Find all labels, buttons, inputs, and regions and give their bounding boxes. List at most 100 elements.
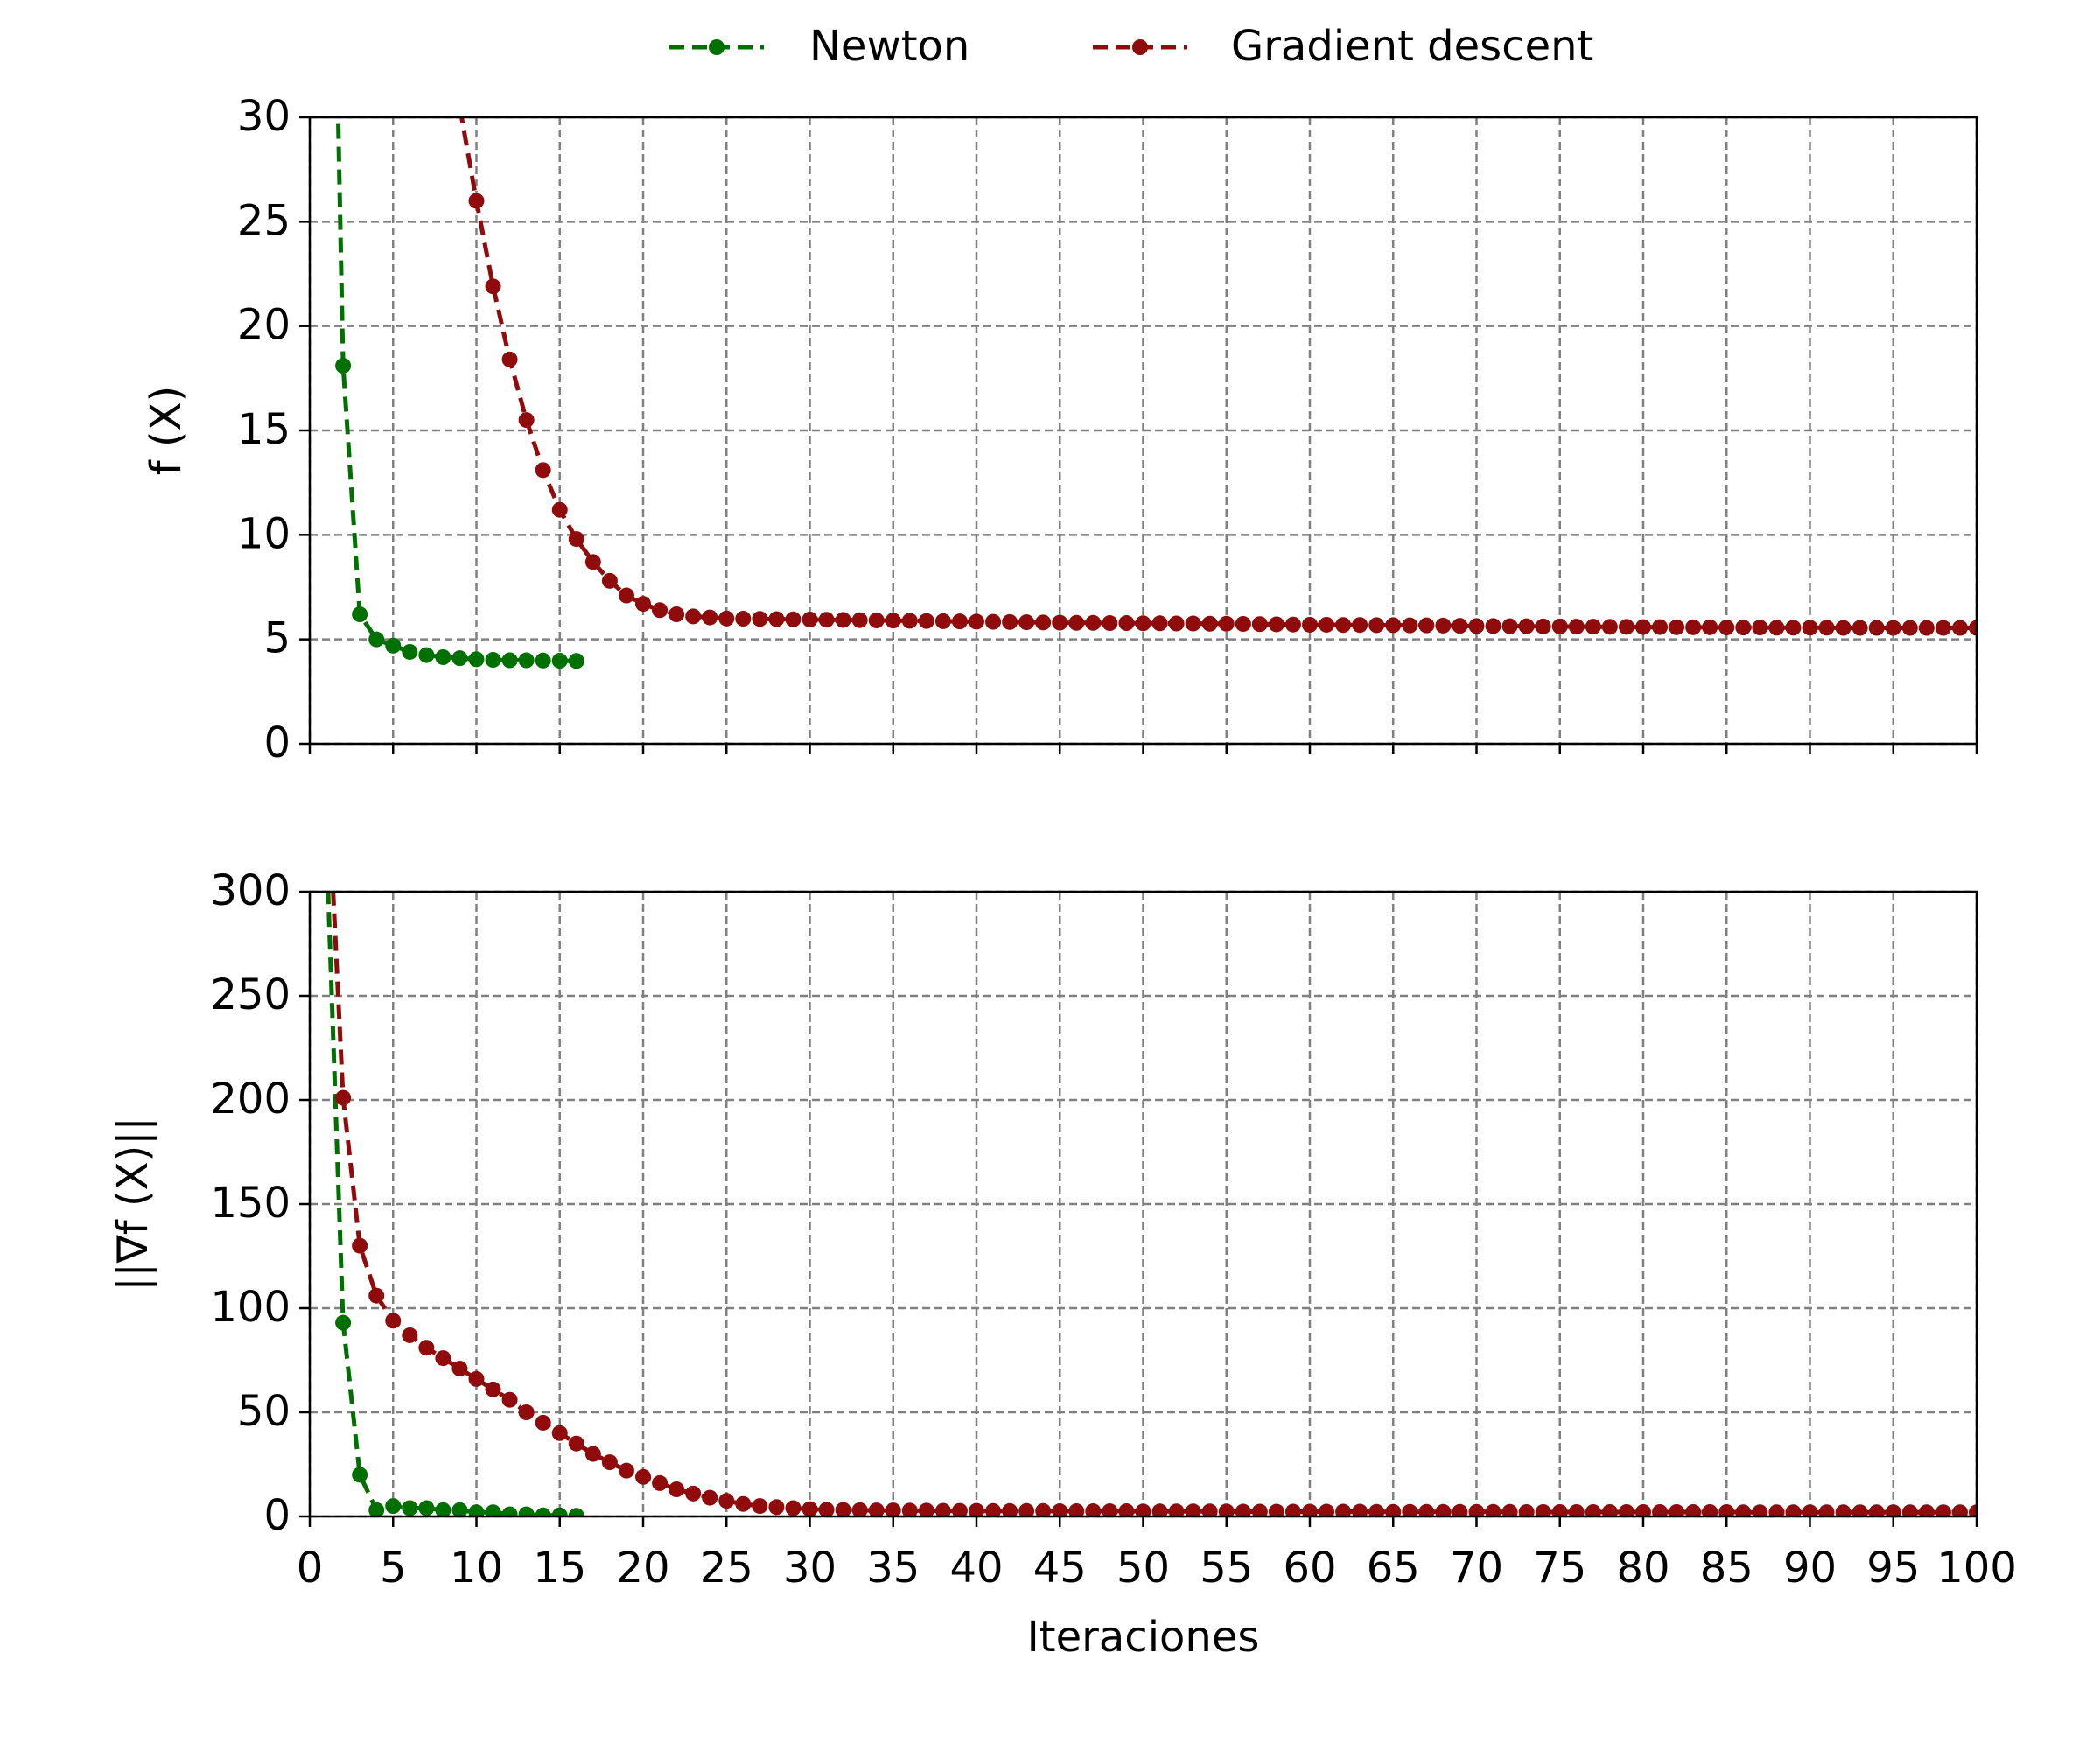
data-point <box>485 1504 501 1516</box>
y-tick-label: 300 <box>210 866 290 915</box>
data-point <box>1685 619 1702 635</box>
data-point <box>851 1502 868 1516</box>
data-point <box>1918 1504 1935 1516</box>
data-point <box>818 612 835 628</box>
data-point <box>1685 1504 1702 1516</box>
data-point <box>1768 1504 1785 1516</box>
data-point <box>402 1326 418 1343</box>
data-point <box>818 1502 835 1516</box>
data-point <box>402 1500 418 1516</box>
x-tick-label: 45 <box>1033 1544 1087 1592</box>
data-point <box>1185 1503 1201 1516</box>
data-point <box>1502 618 1518 634</box>
data-point <box>1452 1503 1468 1516</box>
y-tick-label: 200 <box>210 1074 290 1124</box>
data-point <box>1802 1504 1818 1516</box>
data-point <box>601 572 618 589</box>
data-point <box>1735 620 1752 636</box>
data-point <box>1635 619 1651 635</box>
plot-area <box>335 117 584 669</box>
data-point <box>835 612 851 628</box>
data-point <box>1802 620 1818 636</box>
data-point <box>1885 1504 1901 1516</box>
data-point <box>1618 1504 1634 1516</box>
data-point <box>652 602 668 619</box>
data-point <box>435 1350 452 1367</box>
x-tick-label: 70 <box>1450 1544 1503 1592</box>
data-point <box>485 278 501 295</box>
data-point <box>1835 620 1852 636</box>
data-point <box>851 612 868 628</box>
data-point <box>1785 620 1802 636</box>
data-point <box>518 1506 535 1516</box>
data-point <box>385 637 402 654</box>
data-point <box>1485 1503 1502 1516</box>
data-point <box>1319 1503 1335 1516</box>
data-point <box>1702 1504 1718 1516</box>
x-axis-label: Iteraciones <box>1027 1613 1260 1662</box>
data-point <box>901 1502 918 1516</box>
data-point <box>485 1381 501 1397</box>
data-point <box>985 1502 1002 1516</box>
x-tick-label: 0 <box>297 1544 324 1592</box>
data-point <box>1785 1504 1802 1516</box>
data-point <box>1718 620 1735 636</box>
data-point <box>1002 613 1018 630</box>
data-point <box>335 1089 352 1106</box>
data-point <box>1468 1503 1485 1516</box>
data-point <box>802 611 818 627</box>
data-point <box>1368 617 1385 634</box>
data-point <box>601 1454 618 1471</box>
data-point <box>551 653 568 669</box>
data-point <box>1652 1504 1669 1516</box>
data-point <box>1002 1502 1018 1516</box>
data-point <box>501 351 518 368</box>
legend-marker <box>1132 39 1148 55</box>
plot-area <box>331 892 1977 1516</box>
data-point <box>568 531 584 548</box>
x-tick-label: 30 <box>783 1544 836 1592</box>
data-point <box>1435 1503 1452 1516</box>
x-tick-label: 90 <box>1783 1544 1837 1592</box>
legend-marker <box>709 39 724 55</box>
plot-area <box>459 117 1977 636</box>
data-point <box>352 606 368 623</box>
data-point <box>934 612 951 629</box>
data-point <box>535 652 551 668</box>
axes-frame <box>308 116 1978 746</box>
series-line <box>335 117 577 663</box>
data-point <box>1201 1503 1218 1516</box>
y-tick-label: 15 <box>237 405 290 454</box>
data-point <box>1035 614 1052 631</box>
data-point <box>1085 614 1102 631</box>
data-point <box>1618 619 1634 635</box>
data-point <box>1052 614 1068 631</box>
data-point <box>802 1501 818 1516</box>
data-point <box>368 1287 385 1304</box>
y-tick-label: 100 <box>210 1283 290 1332</box>
data-point <box>1818 1504 1835 1516</box>
data-point <box>1568 1504 1585 1516</box>
data-point <box>1068 1503 1085 1516</box>
data-point <box>685 608 702 625</box>
plot-area <box>326 892 584 1516</box>
data-point <box>1302 1503 1318 1516</box>
x-tick-label: 80 <box>1616 1544 1670 1592</box>
data-point <box>452 1361 468 1377</box>
data-point <box>435 1502 452 1516</box>
data-point <box>835 1502 851 1516</box>
data-point <box>1185 615 1201 632</box>
data-point <box>668 606 685 623</box>
data-point <box>1402 1503 1418 1516</box>
data-point <box>1368 1503 1385 1516</box>
y-tick-label: 10 <box>237 509 290 558</box>
data-point <box>618 587 634 604</box>
y-tick-label: 5 <box>263 614 290 663</box>
data-point <box>468 192 485 209</box>
data-point <box>352 1237 368 1254</box>
data-point <box>1669 1504 1685 1516</box>
data-point <box>1852 1504 1868 1516</box>
data-point <box>885 1502 901 1516</box>
data-point <box>1135 1503 1152 1516</box>
data-point <box>1235 1503 1251 1516</box>
